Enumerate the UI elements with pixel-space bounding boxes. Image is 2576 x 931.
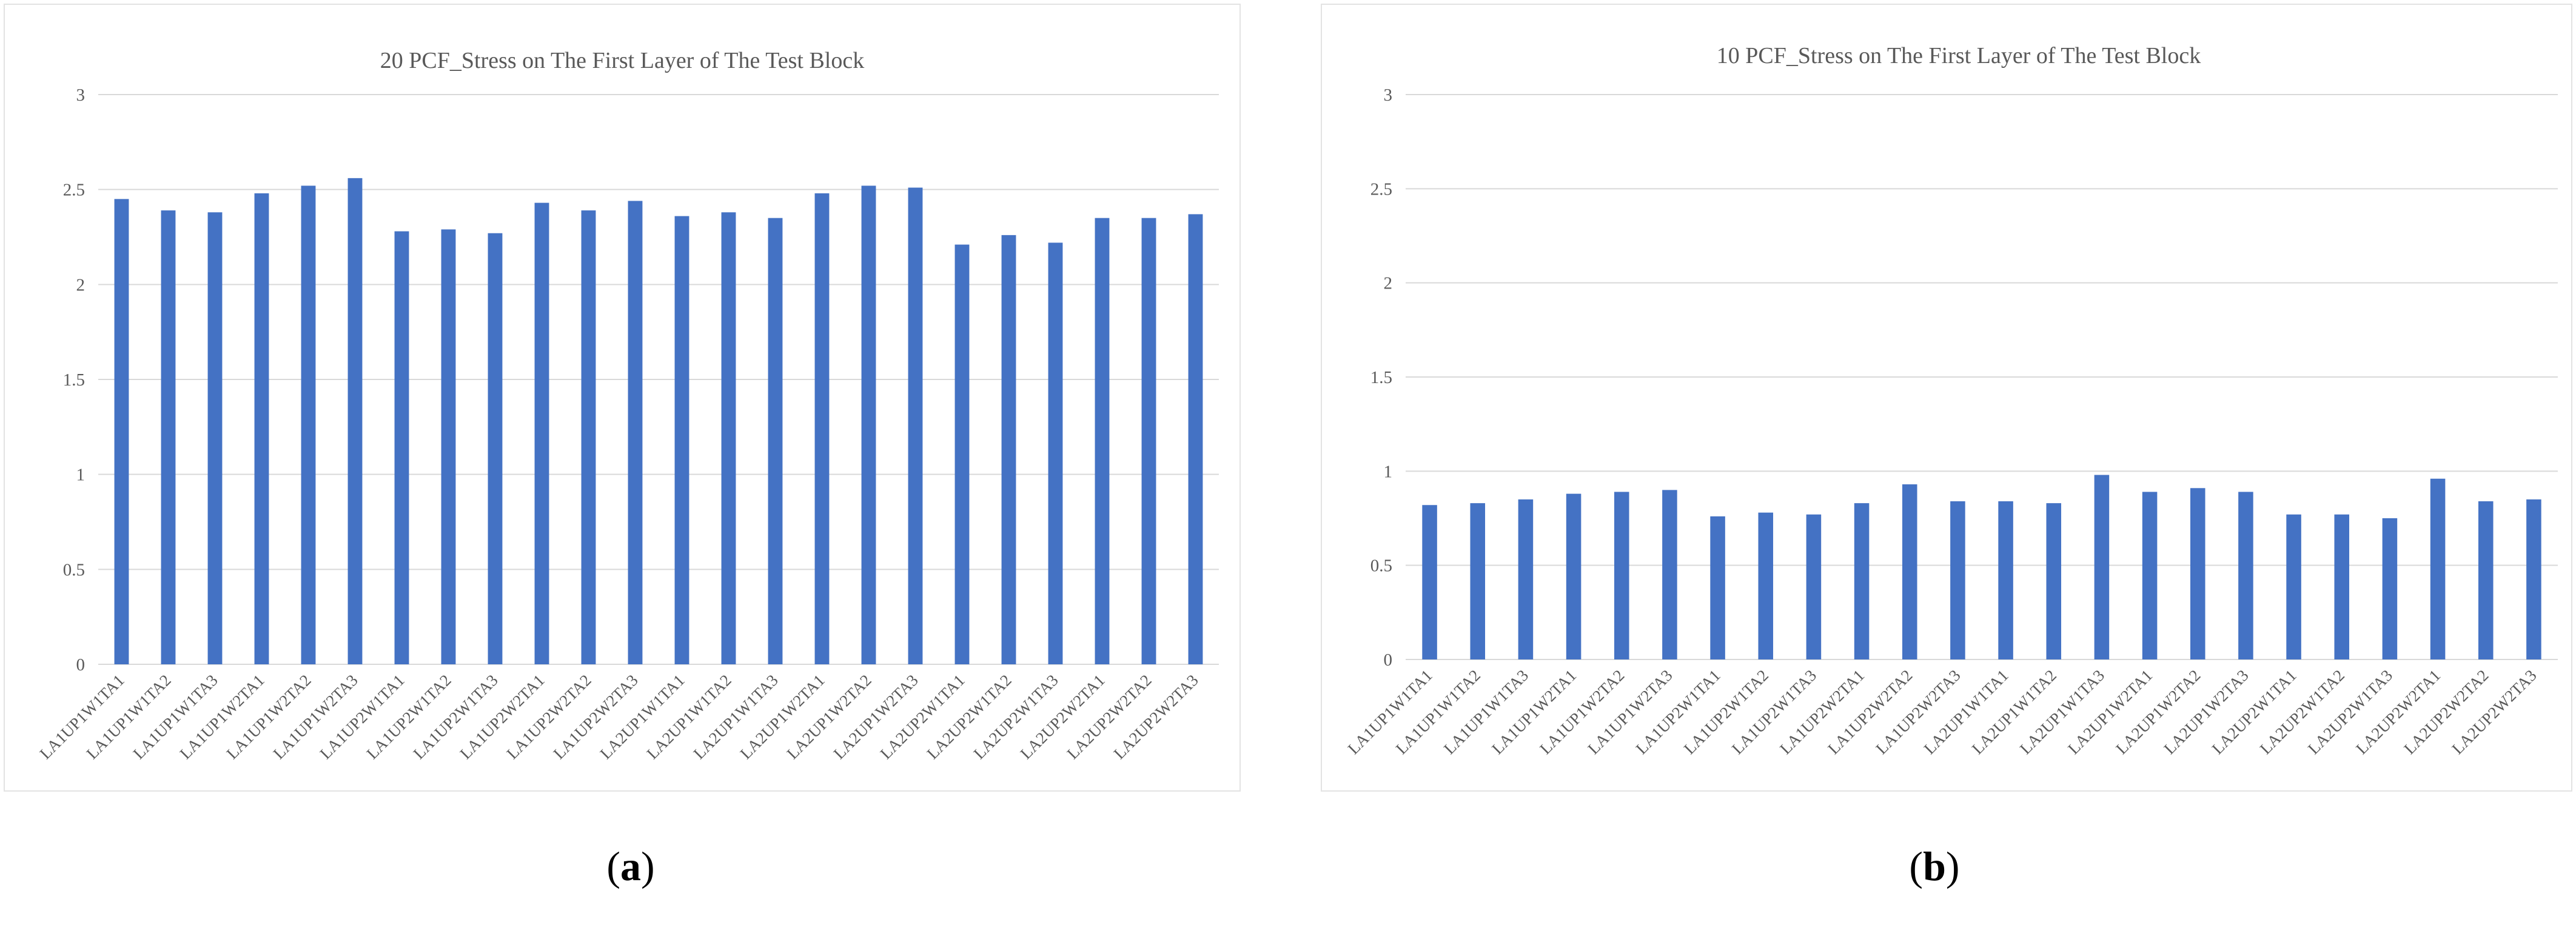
bar: [301, 185, 316, 664]
caption-a-open: (: [606, 843, 620, 889]
bar: [628, 201, 643, 664]
bar: [861, 185, 876, 664]
bar: [207, 212, 223, 664]
caption-b-close: ): [1945, 843, 1960, 889]
y-tick-label: 3: [76, 85, 86, 105]
x-tick-label: LA2UP2W1TA3: [970, 671, 1062, 762]
x-tick-label: LA1UP1W2TA3: [270, 671, 361, 762]
x-tick-label: LA1UP2W1TA3: [410, 671, 501, 762]
bar: [1048, 242, 1063, 664]
x-tick-label: LA2UP1W2TA3: [830, 671, 922, 762]
caption-b-letter: b: [1923, 843, 1946, 889]
x-tick-label: LA1UP1W1TA3: [130, 671, 221, 762]
bar: [908, 187, 923, 664]
y-tick-label: 1.5: [63, 370, 85, 390]
caption-a-letter: a: [620, 843, 641, 889]
bar: [441, 229, 456, 664]
x-tick-label: LA1UP2W1TA1: [317, 671, 408, 762]
x-tick-label: LA1UP2W2TA2: [503, 671, 595, 762]
x-tick-label: LA1UP2W2TA3: [550, 671, 642, 762]
bar: [488, 233, 503, 664]
caption-a-close: ): [641, 843, 655, 889]
x-tick-label: LA2UP2W2TA3: [1110, 671, 1202, 762]
y-tick-label: 2: [76, 275, 86, 295]
caption-b-open: (: [1909, 843, 1924, 889]
x-tick-label: LA1UP1W1TA1: [36, 671, 128, 762]
panel-caption-a: (a): [570, 843, 691, 890]
bar: [114, 199, 129, 664]
bar: [347, 178, 363, 664]
bar: [721, 212, 736, 664]
x-tick-label: LA2UP2W2TA2: [1064, 671, 1155, 762]
chart-panel-b-frame: [1321, 4, 2572, 792]
x-tick-label: LA2UP2W2TA1: [1017, 671, 1109, 762]
x-tick-label: LA1UP2W1TA2: [363, 671, 455, 762]
y-tick-label: 1: [76, 466, 86, 485]
bar: [394, 231, 409, 665]
x-tick-label: LA2UP2W1TA2: [924, 671, 1015, 762]
bar: [161, 210, 176, 665]
x-tick-label: LA2UP1W1TA1: [597, 671, 688, 762]
x-tick-label: LA2UP1W1TA2: [643, 671, 735, 762]
y-tick-label: 2.5: [63, 181, 85, 200]
bar: [674, 216, 689, 664]
y-tick-label: 0: [76, 655, 86, 675]
bar: [954, 244, 970, 664]
bar: [768, 218, 783, 665]
x-tick-label: LA2UP2W1TA1: [877, 671, 968, 762]
bar: [1141, 218, 1156, 665]
bar: [581, 210, 596, 665]
bar: [534, 202, 549, 665]
bar: [254, 193, 269, 664]
bar: [1001, 235, 1016, 664]
panel-caption-b: (b): [1874, 843, 1995, 890]
x-tick-label: LA1UP1W2TA2: [223, 671, 315, 762]
chart-title: 20 PCF_Stress on The First Layer of The …: [380, 48, 864, 73]
bar: [814, 193, 830, 664]
x-tick-label: LA2UP1W2TA1: [737, 671, 828, 762]
x-tick-label: LA2UP1W2TA2: [783, 671, 875, 762]
x-tick-label: LA1UP1W2TA1: [176, 671, 268, 762]
y-tick-label: 0.5: [63, 560, 85, 579]
x-tick-label: LA1UP1W1TA2: [83, 671, 175, 762]
bar: [1095, 218, 1110, 665]
x-tick-label: LA2UP1W1TA3: [690, 671, 782, 762]
x-tick-label: LA1UP2W2TA1: [457, 671, 548, 762]
bar: [1188, 214, 1203, 664]
